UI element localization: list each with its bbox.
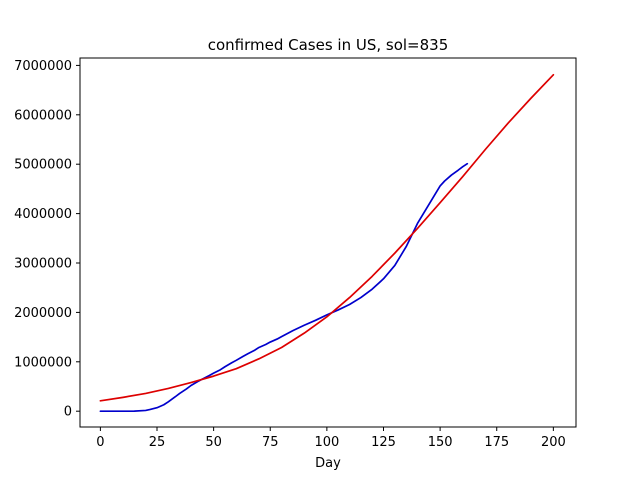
x-axis: 0 25 50 75 100 125 150 175 200 [96,427,566,450]
y-axis: 0 1000000 2000000 3000000 4000000 5000000 6000… [14,59,80,420]
plot-area [79,57,577,428]
x-tick-label: 100 [314,435,339,450]
x-tick-label: 125 [371,435,396,450]
y-tick-label: 4000000 [14,207,72,222]
x-axis-label: Day [315,456,341,471]
series-layer [99,73,555,413]
y-tick-label: 5000000 [14,158,72,173]
x-tick-label: 50 [205,435,222,450]
x-tick-label: 0 [96,435,104,450]
y-tick-label: 6000000 [14,108,72,123]
y-tick-label: 0 [64,405,72,420]
x-tick-label: 150 [428,435,453,450]
y-tick-label: 2000000 [14,306,72,321]
series-line-observed [99,162,469,413]
series-line-fitted [99,73,555,402]
y-tick-label: 3000000 [14,257,72,272]
y-tick-label: 1000000 [14,355,72,370]
y-tick-label: 7000000 [14,59,72,74]
x-tick-label: 75 [262,435,279,450]
x-tick-label: 25 [149,435,166,450]
chart-title: confirmed Cases in US, sol=835 [208,36,449,54]
x-tick-label: 175 [484,435,509,450]
x-tick-label: 200 [541,435,566,450]
